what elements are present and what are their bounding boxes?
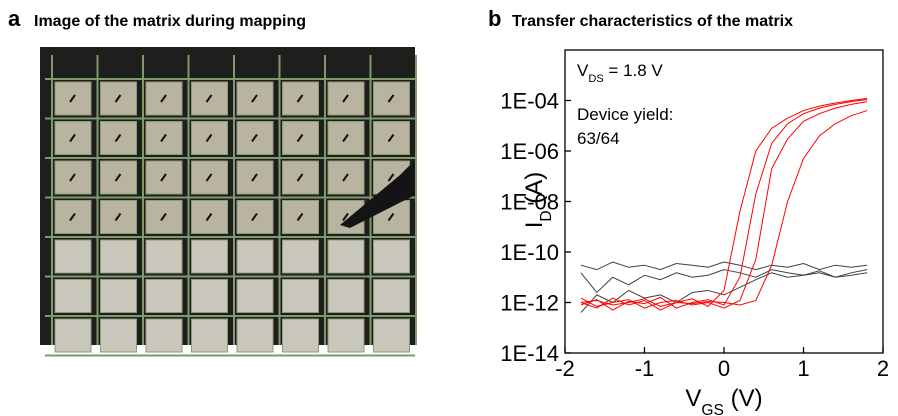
pixel-pad (374, 280, 410, 313)
x-tick-label: 1 (797, 356, 809, 381)
y-tick-label: 1E-12 (500, 291, 559, 316)
pixel-pad (374, 319, 410, 352)
transfer-curve (581, 111, 867, 307)
pixel-pad (146, 240, 182, 273)
x-tick-label: -2 (555, 356, 575, 381)
pixel-pad (55, 319, 91, 352)
pixel-pad (192, 240, 228, 273)
pixel-pad (192, 319, 228, 352)
pixel-pad (283, 319, 319, 352)
pixel-pad (374, 240, 410, 273)
pixel-pad (55, 280, 91, 313)
pixel-pad (101, 319, 137, 352)
x-axis-label: VGS (V) (685, 385, 762, 416)
microscope-image (40, 47, 416, 356)
figure: a Image of the matrix during mapping b T… (0, 0, 898, 416)
x-tick-label: 2 (877, 356, 889, 381)
y-tick-label: 1E-04 (500, 89, 559, 114)
pixel-pad (237, 240, 273, 273)
panel-title: Image of the matrix during mapping (34, 13, 306, 30)
x-tick-label: 0 (718, 356, 730, 381)
pixel-pad (328, 319, 364, 352)
text-part: 63/64 (577, 129, 620, 148)
text-part: Device yield: (577, 105, 673, 124)
pixel-pad (237, 280, 273, 313)
pixel-pad (283, 240, 319, 273)
text-part: = 1.8 V (604, 61, 664, 80)
pixel-pad (237, 319, 273, 352)
pixel-pad (283, 280, 319, 313)
panel-letter: b (488, 6, 501, 31)
text-part: V (685, 385, 701, 412)
text-part: (A) (521, 172, 548, 211)
text-part: (V) (724, 385, 763, 412)
transfer-curve (581, 99, 867, 311)
annotation: VDS = 1.8 V (577, 61, 663, 85)
transfer-curve (581, 273, 867, 313)
subscript: DS (588, 73, 603, 85)
panel-letter: a (8, 6, 21, 31)
pixel-pad (192, 280, 228, 313)
pixel-pad (328, 280, 364, 313)
transfer-curve (581, 99, 867, 310)
text-part: I (521, 222, 548, 229)
text-part: V (577, 61, 589, 80)
pixel-pad (101, 240, 137, 273)
x-tick-label: -1 (635, 356, 655, 381)
pixel-pad (328, 240, 364, 273)
subscript: GS (701, 402, 724, 416)
y-tick-label: 1E-14 (500, 341, 559, 366)
transfer-curve (581, 262, 867, 270)
y-tick-label: 1E-10 (500, 240, 559, 265)
pixel-pad (101, 280, 137, 313)
annotation: 63/64 (577, 129, 620, 148)
chart-title: Transfer characteristics of the matrix (512, 13, 793, 30)
y-tick-label: 1E-06 (500, 139, 559, 164)
pixel-pad (146, 319, 182, 352)
annotation: Device yield: (577, 105, 673, 124)
subscript: D (538, 210, 555, 221)
pixel-pad (55, 240, 91, 273)
pixel-pad (146, 280, 182, 313)
